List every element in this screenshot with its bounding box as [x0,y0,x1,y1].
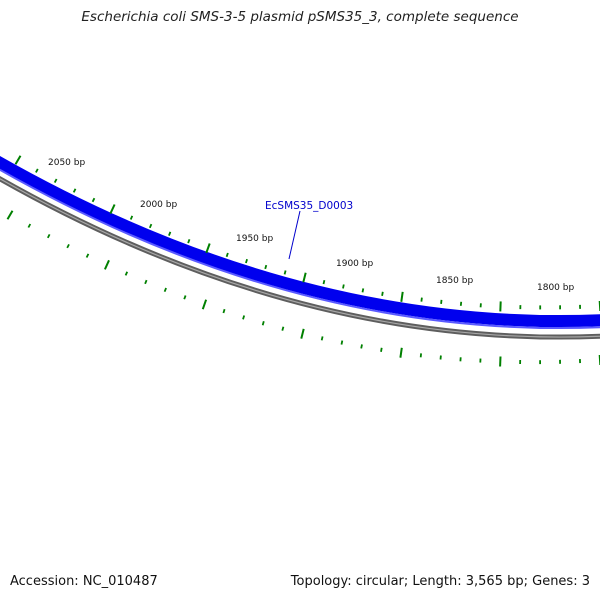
inner-tick-19 [380,347,383,352]
scale-label-2000: 2000 bp [140,200,177,210]
outer-tick-2 [53,178,58,184]
inner-tick-0 [6,210,14,220]
inner-tick-3 [66,243,70,249]
outer-tick-19 [381,291,384,296]
outer-tick-13 [264,264,268,270]
inner-tick-13 [261,321,265,326]
outer-tick-12 [245,258,248,264]
inner-tick-10 [201,299,208,310]
inner-tick-2 [46,233,51,239]
inner-scale-ticks [6,210,600,367]
gene-track-shade [0,168,600,330]
accession-label: Accession: NC_010487 [10,574,158,589]
inner-tick-7 [144,279,148,285]
inner-tick-15 [300,328,305,339]
outer-tick-18 [361,288,365,293]
outer-tick-4 [91,197,96,203]
outer-tick-9 [187,238,191,244]
outer-tick-11 [225,252,229,258]
outer-tick-5 [109,204,116,215]
map-title: Escherichia coli SMS-3-5 plasmid pSMS35_… [81,9,519,25]
gene-label-ecsms35-d0003[interactable]: EcSMS35_D0003 [265,200,353,212]
inner-tick-16 [320,336,324,341]
outer-tick-10 [205,243,211,254]
inner-tick-11 [222,308,226,314]
outer-tick-20 [400,291,404,302]
outer-tick-7 [148,223,153,229]
outer-tick-14 [283,270,287,275]
inner-tick-4 [85,253,90,258]
outer-scale-ticks [14,155,600,312]
outer-tick-17 [342,284,345,289]
scale-label-1950: 1950 bp [236,234,273,244]
scale-label-1900: 1900 bp [336,259,373,269]
scale-label-2050: 2050 bp [48,158,85,168]
outer-tick-16 [322,279,326,285]
outer-tick-0 [14,155,22,165]
outer-tick-3 [72,188,77,193]
inner-tick-1 [27,223,32,228]
outer-tick-8 [168,231,172,236]
inner-tick-8 [163,287,167,293]
outer-tick-21 [420,297,423,302]
outer-tick-6 [129,215,134,220]
inner-tick-12 [242,315,246,320]
inner-tick-20 [399,347,403,358]
gene-label-leader [288,210,301,260]
gene-track[interactable] [0,155,600,328]
scale-label-1850: 1850 bp [436,276,473,286]
outer-tick-15 [302,272,307,283]
outer-tick-1 [35,168,39,173]
inner-tick-9 [183,295,187,300]
inner-tick-6 [124,271,129,276]
scale-label-1800: 1800 bp [537,283,574,293]
sequence-summary: Topology: circular; Length: 3,565 bp; Ge… [290,574,590,589]
inner-tick-5 [103,259,110,270]
inner-tick-18 [360,344,363,349]
inner-tick-14 [281,326,285,331]
backbone-track-highlight [0,178,600,338]
inner-tick-17 [340,340,344,345]
